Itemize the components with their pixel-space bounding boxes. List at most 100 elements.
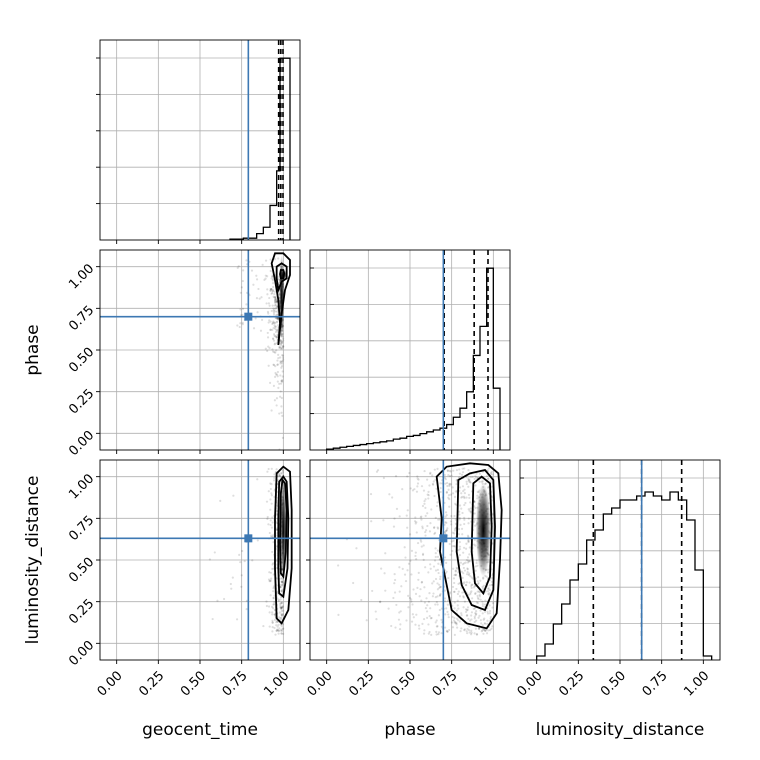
scatter-point bbox=[271, 291, 274, 295]
scatter-point bbox=[411, 603, 414, 606]
scatter-point bbox=[252, 327, 256, 330]
scatter-point bbox=[468, 625, 471, 628]
scatter-point bbox=[272, 307, 275, 310]
scatter-point bbox=[457, 607, 460, 610]
scatter-point bbox=[281, 414, 284, 418]
scatter-point bbox=[467, 478, 470, 482]
scatter-point bbox=[279, 596, 283, 599]
scatter-point bbox=[269, 487, 272, 491]
scatter-point bbox=[417, 578, 420, 581]
scatter-point bbox=[443, 476, 447, 479]
scatter-point bbox=[458, 518, 461, 521]
scatter-point bbox=[459, 561, 463, 564]
scatter-point bbox=[274, 298, 277, 301]
scatter-point bbox=[451, 615, 454, 619]
scatter-point bbox=[460, 612, 463, 615]
scatter-point bbox=[424, 506, 427, 509]
scatter-point bbox=[410, 620, 414, 623]
scatter-point bbox=[436, 582, 439, 585]
panel-content bbox=[310, 460, 510, 660]
scatter-point bbox=[445, 607, 448, 610]
scatter-point bbox=[271, 322, 274, 325]
scatter-point bbox=[481, 600, 484, 603]
scatter-point bbox=[273, 626, 276, 630]
scatter-point bbox=[476, 596, 479, 600]
scatter-point bbox=[455, 617, 459, 620]
scatter-point bbox=[271, 278, 275, 281]
scatter-point bbox=[455, 479, 458, 482]
scatter-point bbox=[455, 587, 458, 591]
scatter-point bbox=[272, 288, 275, 291]
scatter-point bbox=[437, 631, 441, 634]
scatter-point bbox=[468, 480, 472, 484]
scatter-point bbox=[394, 626, 397, 629]
scatter-point bbox=[277, 598, 280, 601]
scatter-point bbox=[399, 623, 402, 626]
scatter-point bbox=[483, 622, 486, 625]
scatter-point bbox=[272, 363, 276, 367]
scatter-point bbox=[463, 516, 466, 519]
scatter-point bbox=[410, 598, 413, 601]
scatter-point bbox=[270, 577, 273, 580]
scatter-point bbox=[420, 545, 423, 548]
scatter-point bbox=[383, 572, 386, 575]
scatter-point bbox=[276, 329, 279, 332]
scatter-point bbox=[270, 288, 273, 291]
scatter-point bbox=[491, 602, 495, 605]
y-tick-label: 1.00 bbox=[66, 261, 97, 292]
scatter-point bbox=[417, 571, 420, 574]
scatter-point bbox=[453, 529, 456, 532]
scatter-point bbox=[259, 329, 263, 332]
scatter-point bbox=[438, 558, 441, 561]
scatter-point bbox=[439, 487, 442, 490]
scatter-point bbox=[473, 617, 476, 620]
scatter-point bbox=[408, 596, 412, 600]
scatter-point bbox=[279, 606, 283, 609]
scatter-point bbox=[463, 522, 466, 526]
scatter-point bbox=[421, 553, 425, 557]
scatter-point bbox=[446, 610, 449, 613]
scatter-point bbox=[465, 573, 469, 576]
scatter-point bbox=[458, 486, 462, 489]
scatter-point bbox=[487, 629, 490, 632]
scatter-point bbox=[429, 607, 432, 610]
scatter-point bbox=[485, 632, 489, 635]
scatter-point bbox=[456, 599, 459, 602]
scatter-point bbox=[466, 561, 470, 564]
scatter-point bbox=[466, 609, 469, 612]
scatter-point bbox=[438, 608, 441, 612]
scatter-point bbox=[455, 483, 458, 486]
scatter-point bbox=[481, 624, 484, 627]
scatter-point bbox=[272, 311, 276, 314]
scatter-point bbox=[443, 600, 447, 603]
scatter-point bbox=[482, 587, 485, 590]
scatter-point bbox=[263, 278, 266, 282]
x-tick-label: 1.00 bbox=[261, 668, 292, 699]
scatter-point bbox=[371, 589, 374, 593]
scatter-point bbox=[468, 631, 471, 634]
scatter-point bbox=[488, 604, 491, 607]
scatter-point bbox=[462, 595, 465, 598]
panel-joint-geocent_time-luminosity_distance bbox=[96, 459, 301, 664]
scatter-point bbox=[280, 629, 283, 633]
scatter-point bbox=[468, 509, 471, 512]
scatter-point bbox=[264, 274, 267, 277]
scatter-point bbox=[398, 515, 401, 518]
scatter-point bbox=[270, 492, 273, 495]
scatter-point bbox=[415, 558, 418, 561]
scatter-point bbox=[423, 601, 427, 604]
scatter-point bbox=[279, 374, 282, 377]
histogram-phase bbox=[326, 267, 501, 450]
scatter-point bbox=[448, 542, 451, 546]
scatter-point bbox=[360, 598, 363, 602]
scatter-point bbox=[453, 621, 456, 624]
scatter-point bbox=[473, 543, 476, 546]
panel-hist-luminosity_distance bbox=[519, 459, 721, 664]
scatter-point bbox=[468, 619, 472, 622]
scatter-point bbox=[280, 606, 283, 609]
scatter-point bbox=[275, 397, 279, 400]
scatter-point bbox=[443, 589, 446, 592]
x-tick-label: 1.00 bbox=[471, 668, 502, 699]
scatter-point bbox=[465, 614, 468, 617]
contour-line bbox=[277, 475, 290, 599]
